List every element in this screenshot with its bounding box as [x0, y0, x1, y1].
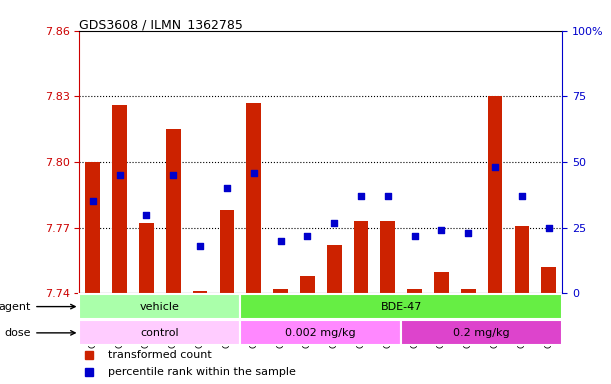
- Point: [222, 185, 232, 192]
- Bar: [327, 245, 342, 293]
- Point: [383, 193, 393, 199]
- Point: [356, 193, 366, 199]
- Point: [115, 172, 125, 178]
- Text: control: control: [141, 328, 179, 338]
- Bar: [219, 210, 234, 293]
- Text: BDE-47: BDE-47: [381, 301, 422, 311]
- Bar: [240, 294, 562, 319]
- Bar: [381, 221, 395, 293]
- Text: 0.002 mg/kg: 0.002 mg/kg: [285, 328, 356, 338]
- Point: [463, 230, 473, 236]
- Point: [329, 219, 339, 225]
- Bar: [434, 271, 449, 293]
- Bar: [139, 223, 154, 293]
- Bar: [300, 276, 315, 293]
- Bar: [514, 225, 529, 293]
- Text: transformed count: transformed count: [108, 349, 212, 359]
- Text: dose: dose: [5, 328, 75, 338]
- Text: 0.2 mg/kg: 0.2 mg/kg: [453, 328, 510, 338]
- Bar: [401, 320, 562, 346]
- Text: GDS3608 / ILMN_1362785: GDS3608 / ILMN_1362785: [79, 18, 243, 31]
- Bar: [86, 162, 100, 293]
- Point: [302, 233, 312, 239]
- Bar: [192, 291, 208, 293]
- Text: percentile rank within the sample: percentile rank within the sample: [108, 367, 296, 377]
- Bar: [79, 320, 240, 346]
- Bar: [488, 96, 502, 293]
- Point: [88, 199, 98, 205]
- Point: [169, 172, 178, 178]
- Text: vehicle: vehicle: [140, 301, 180, 311]
- Text: agent: agent: [0, 301, 75, 311]
- Point: [410, 233, 420, 239]
- Bar: [246, 103, 261, 293]
- Point: [142, 212, 152, 218]
- Bar: [273, 289, 288, 293]
- Point: [544, 225, 554, 231]
- Point: [196, 243, 205, 249]
- Bar: [354, 221, 368, 293]
- Point: [249, 169, 258, 175]
- Point: [276, 238, 285, 244]
- Bar: [541, 267, 556, 293]
- Bar: [408, 289, 422, 293]
- Point: [436, 227, 446, 233]
- Bar: [79, 294, 240, 319]
- Point: [517, 193, 527, 199]
- Bar: [112, 105, 127, 293]
- Bar: [166, 129, 181, 293]
- Bar: [240, 320, 401, 346]
- Bar: [461, 289, 475, 293]
- Point: [490, 164, 500, 170]
